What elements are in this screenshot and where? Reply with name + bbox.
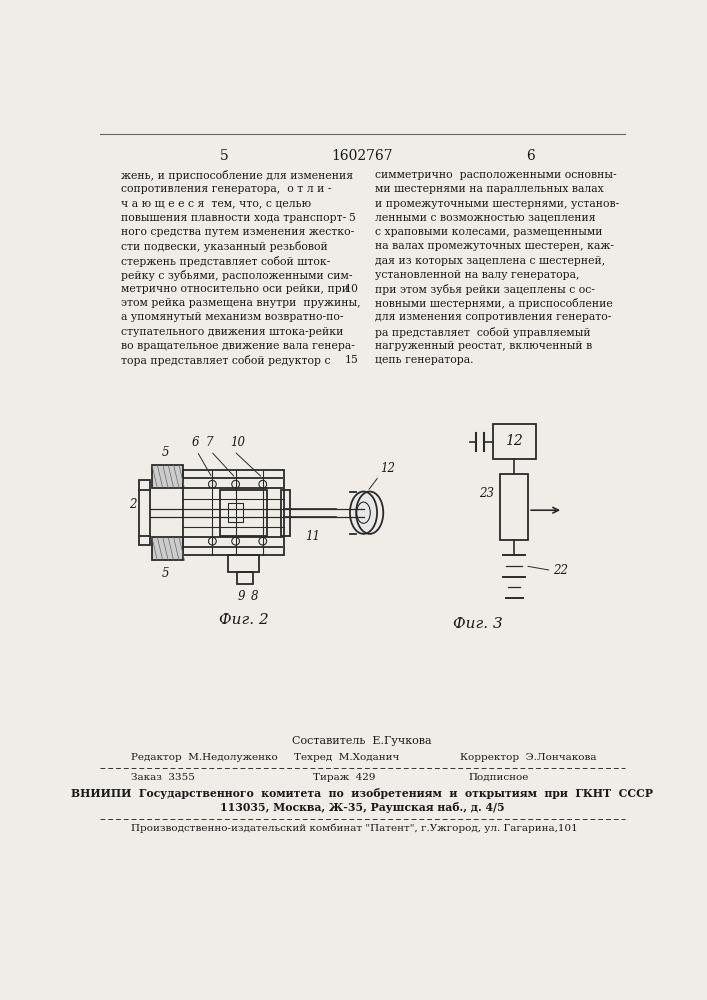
Text: Редактор  М.Недолуженко: Редактор М.Недолуженко	[131, 753, 278, 762]
Text: ленными с возможностью зацепления: ленными с возможностью зацепления	[375, 213, 596, 223]
Text: тора представляет собой редуктор с: тора представляет собой редуктор с	[121, 355, 330, 366]
Bar	[139, 480, 151, 545]
Text: Техред  М.Хoданич: Техред М.Хoданич	[293, 753, 399, 762]
Text: рейку с зубьями, расположенными сим-: рейку с зубьями, расположенными сим-	[121, 270, 352, 281]
Text: дая из которых зацеплена с шестерней,: дая из которых зацеплена с шестерней,	[375, 256, 605, 266]
Text: сопротивления генератора,  о т л и -: сопротивления генератора, о т л и -	[121, 184, 332, 194]
Text: нагруженный реостат, включенный в: нагруженный реостат, включенный в	[375, 341, 592, 351]
Bar	[228, 503, 243, 522]
Bar	[281, 490, 290, 536]
Bar	[220, 490, 267, 536]
Ellipse shape	[350, 492, 377, 534]
Text: Корректор  Э.Лончакова: Корректор Э.Лончакова	[460, 753, 597, 762]
Text: метрично относительно оси рейки, при: метрично относительно оси рейки, при	[121, 284, 349, 294]
Text: 6: 6	[192, 436, 199, 449]
Text: Тираж  429: Тираж 429	[313, 773, 375, 782]
Text: на валах промежуточных шестерен, каж-: на валах промежуточных шестерен, каж-	[375, 241, 614, 251]
Text: Составитель  Е.Гучкова: Составитель Е.Гучкова	[292, 736, 432, 746]
Text: 5: 5	[162, 567, 170, 580]
Text: 113035, Москва, Ж-35, Раушская наб., д. 4/5: 113035, Москва, Ж-35, Раушская наб., д. …	[220, 802, 504, 813]
Text: при этом зубья рейки зацеплены с ос-: при этом зубья рейки зацеплены с ос-	[375, 284, 595, 295]
Text: установленной на валу генератора,: установленной на валу генератора,	[375, 270, 580, 280]
Text: 15: 15	[345, 355, 359, 365]
Text: 1602767: 1602767	[331, 149, 393, 163]
Text: для изменения сопротивления генерато-: для изменения сопротивления генерато-	[375, 312, 612, 322]
Text: и промежуточными шестернями, установ-: и промежуточными шестернями, установ-	[375, 199, 619, 209]
Text: 5: 5	[349, 213, 356, 223]
Text: ступательного движения штока-рейки: ступательного движения штока-рейки	[121, 327, 344, 337]
Text: 5: 5	[220, 149, 228, 163]
Text: 10: 10	[230, 436, 245, 449]
Text: 5: 5	[162, 446, 170, 459]
Text: симметрично  расположенными основны-: симметрично расположенными основны-	[375, 170, 617, 180]
Text: ч а ю щ е е с я  тем, что, с целью: ч а ю щ е е с я тем, что, с целью	[121, 199, 311, 209]
Text: цепь генератора.: цепь генератора.	[375, 355, 474, 365]
Text: 8: 8	[251, 590, 259, 603]
Text: 11: 11	[305, 530, 321, 543]
Text: новными шестернями, а приспособление: новными шестернями, а приспособление	[375, 298, 613, 309]
Bar	[501, 474, 528, 540]
Text: жень, и приспособление для изменения: жень, и приспособление для изменения	[121, 170, 353, 181]
Text: Подписное: Подписное	[468, 773, 529, 782]
Text: Фиг. 3: Фиг. 3	[452, 617, 503, 631]
Bar	[493, 424, 535, 459]
Text: Фиг. 2: Фиг. 2	[218, 613, 268, 627]
Text: 12: 12	[380, 462, 395, 475]
Text: этом рейка размещена внутри  пружины,: этом рейка размещена внутри пружины,	[121, 298, 361, 308]
Text: а упомянутый механизм возвратно-по-: а упомянутый механизм возвратно-по-	[121, 312, 344, 322]
Text: ра представляет  собой управляемый: ра представляет собой управляемый	[375, 327, 591, 338]
Bar	[228, 555, 259, 572]
Text: 23: 23	[479, 487, 494, 500]
Bar	[183, 470, 284, 555]
Text: ми шестернями на параллельных валах: ми шестернями на параллельных валах	[375, 184, 604, 194]
Text: ВНИИПИ  Государственного  комитета  по  изобретениям  и  открытиям  при  ГКНТ  С: ВНИИПИ Государственного комитета по изоб…	[71, 788, 653, 799]
Text: 12: 12	[506, 434, 523, 448]
Text: 7: 7	[206, 436, 213, 449]
Bar	[237, 572, 252, 584]
Text: повышения плавности хода транспорт-: повышения плавности хода транспорт-	[121, 213, 346, 223]
Bar	[152, 537, 183, 560]
Text: с храповыми колесами, размещенными: с храповыми колесами, размещенными	[375, 227, 602, 237]
Text: 2: 2	[129, 498, 136, 512]
Text: Производственно-издательский комбинат "Патент", г.Ужгород, ул. Гагарина,101: Производственно-издательский комбинат "П…	[131, 824, 578, 833]
Text: 10: 10	[345, 284, 359, 294]
Text: 9: 9	[238, 590, 245, 603]
Text: ного средства путем изменения жестко-: ного средства путем изменения жестко-	[121, 227, 354, 237]
Text: 6: 6	[526, 149, 534, 163]
Text: во вращательное движение вала генера-: во вращательное движение вала генера-	[121, 341, 355, 351]
Bar	[152, 465, 183, 488]
Text: стержень представляет собой шток-: стержень представляет собой шток-	[121, 256, 330, 267]
Text: сти подвески, указанный резьбовой: сти подвески, указанный резьбовой	[121, 241, 327, 252]
Text: Заказ  3355: Заказ 3355	[131, 773, 195, 782]
Text: 22: 22	[553, 564, 568, 577]
